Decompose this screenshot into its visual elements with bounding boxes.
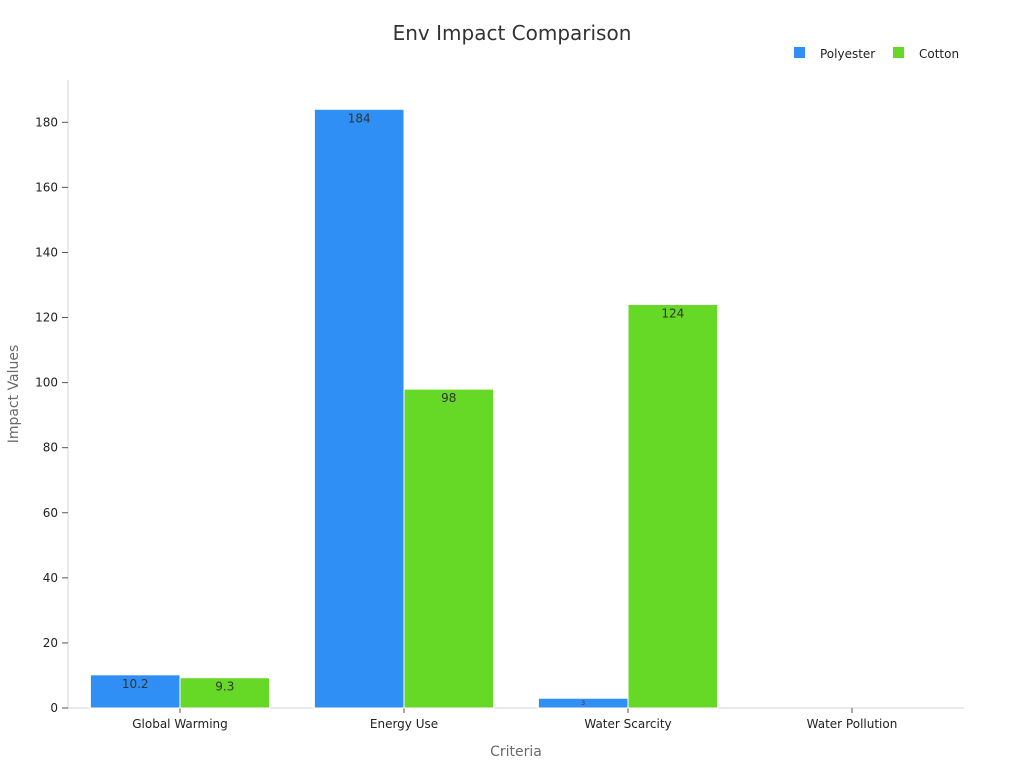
- bar-cotton-water-scarcity: [627, 304, 719, 709]
- y-tick-label-180: 180: [35, 115, 58, 129]
- y-tick-label-140: 140: [35, 245, 58, 259]
- y-axis-ticks: 0 20 40 60 80 100 120 140 160 180: [35, 115, 68, 715]
- x-tick-label-water-scarcity: Water Scarcity: [584, 717, 671, 731]
- y-axis-title: Impact Values: [6, 345, 22, 444]
- data-label-polyester-energy-use: 184: [348, 111, 371, 125]
- y-tick-label-60: 60: [43, 506, 58, 520]
- x-tick-label-water-pollution: Water Pollution: [807, 717, 898, 731]
- y-tick-label-20: 20: [43, 636, 58, 650]
- bars: [89, 108, 719, 709]
- legend: Polyester Cotton: [794, 47, 959, 61]
- bar-polyester-energy-use: [313, 108, 405, 709]
- data-label-polyester-water-scarcity: 3: [581, 700, 585, 707]
- data-label-polyester-global-warming: 10.2: [122, 677, 149, 691]
- data-label-cotton-energy-use: 98: [441, 391, 456, 405]
- legend-swatch-cotton: [893, 47, 904, 58]
- bar-labels: 10.2 9.3 184 98 3 124: [122, 111, 684, 707]
- x-axis-ticks: Global Warming Energy Use Water Scarcity Wa…: [132, 708, 897, 731]
- data-label-cotton-global-warming: 9.3: [215, 680, 234, 694]
- chart-title: Env Impact Comparison: [393, 21, 632, 45]
- bar-polyester-global-warming: [89, 674, 181, 709]
- y-tick-label-120: 120: [35, 311, 58, 325]
- x-axis-title: Criteria: [490, 744, 542, 760]
- y-tick-label-100: 100: [35, 376, 58, 390]
- legend-swatch-polyester: [794, 47, 805, 58]
- x-tick-label-global-warming: Global Warming: [132, 717, 228, 731]
- y-tick-label-80: 80: [43, 441, 58, 455]
- y-tick-label-40: 40: [43, 571, 58, 585]
- bar-cotton-global-warming: [179, 677, 271, 709]
- y-tick-label-160: 160: [35, 180, 58, 194]
- legend-label-polyester: Polyester: [820, 47, 875, 61]
- legend-label-cotton: Cotton: [919, 47, 959, 61]
- data-label-cotton-water-scarcity: 124: [661, 307, 684, 321]
- bar-cotton-energy-use: [403, 388, 495, 709]
- x-tick-label-energy-use: Energy Use: [370, 717, 438, 731]
- y-tick-label-0: 0: [50, 701, 58, 715]
